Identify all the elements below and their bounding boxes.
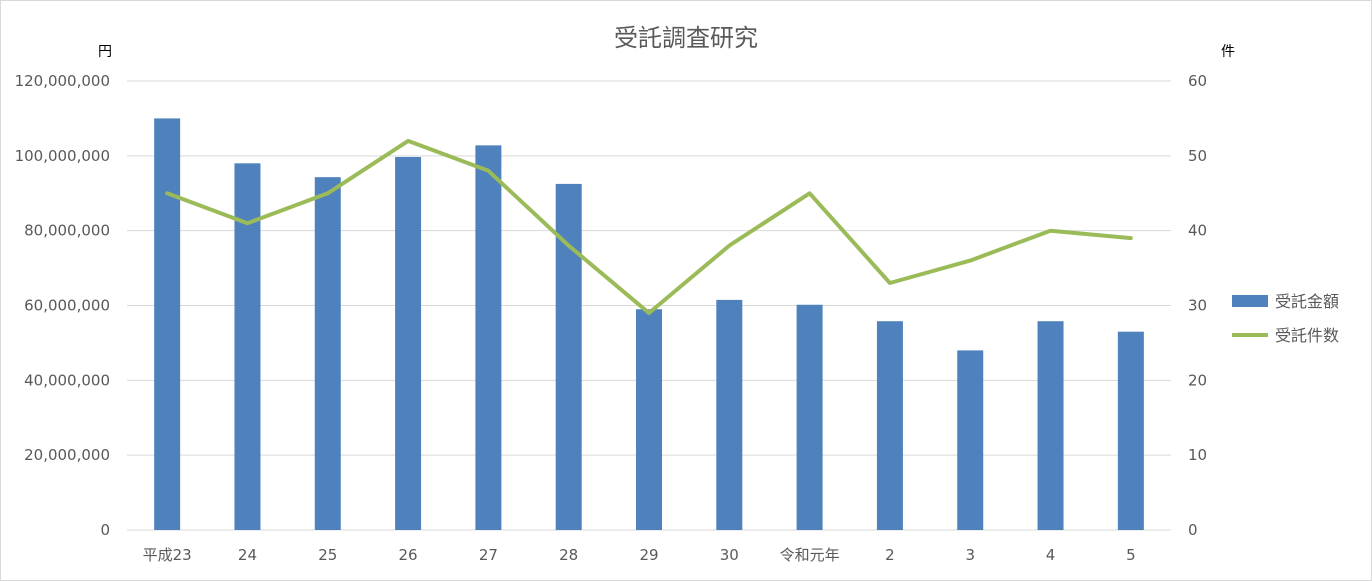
- x-axis-tick-label: 30: [720, 546, 739, 564]
- bar-amount: [395, 156, 422, 531]
- bar-amount: [957, 350, 984, 530]
- right-axis-unit-label: 件: [1221, 44, 1235, 60]
- line-series-count: [165, 138, 1133, 315]
- bar-amount: [314, 177, 341, 530]
- x-axis-tick-label: 平成23: [143, 546, 192, 564]
- left-axis-unit-label: 円: [98, 44, 112, 60]
- right-axis-tick-label: 30: [1188, 297, 1207, 315]
- left-axis-tick-label: 100,000,000: [15, 147, 110, 165]
- bar-amount: [876, 321, 903, 530]
- x-axis-tick-label: 29: [639, 546, 658, 564]
- bar-amount: [716, 299, 743, 530]
- x-axis-tick-label: 2: [885, 546, 895, 564]
- x-axis-tick-label: 25: [318, 546, 337, 564]
- x-axis-tick-label: 3: [965, 546, 975, 564]
- legend-label-count: 受託件数: [1275, 326, 1339, 345]
- right-axis-tick-label: 60: [1188, 72, 1207, 90]
- bar-amount: [636, 309, 662, 530]
- x-axis-tick-label: 27: [479, 546, 498, 564]
- x-axis-tick-label: 24: [238, 546, 257, 564]
- legend-swatch-amount: [1232, 295, 1268, 307]
- legend-label-amount: 受託金額: [1275, 292, 1339, 311]
- left-axis-tick-label: 60,000,000: [24, 297, 110, 315]
- bar-amount: [475, 145, 502, 530]
- left-axis-tick-label: 120,000,000: [15, 72, 110, 90]
- x-axis-tick-label: 5: [1126, 546, 1136, 564]
- x-axis-tick-label: 28: [559, 546, 578, 564]
- bar-amount: [555, 183, 582, 531]
- x-axis-tick-label: 令和元年: [780, 546, 840, 564]
- line-count: [165, 138, 1133, 315]
- bar-series-amount: [154, 118, 1144, 531]
- right-axis-tick-label: 0: [1188, 521, 1198, 539]
- left-axis-tick-label: 0: [100, 521, 110, 539]
- bar-amount: [1037, 321, 1064, 530]
- right-axis-tick-label: 20: [1188, 371, 1207, 389]
- axes: 0 20,000,000 40,000,000 60,000,000 80,000,00…: [15, 72, 1208, 564]
- right-axis-tick-label: 40: [1188, 222, 1207, 240]
- gridlines: [127, 80, 1171, 531]
- x-axis-tick-label: 4: [1046, 546, 1056, 564]
- x-axis-tick-label: 26: [399, 546, 418, 564]
- right-axis-tick-label: 50: [1188, 147, 1207, 165]
- bar-amount: [796, 304, 823, 530]
- right-axis-tick-label: 10: [1188, 446, 1207, 464]
- bar-amount: [154, 118, 181, 531]
- left-axis-tick-label: 40,000,000: [24, 371, 110, 389]
- left-axis-tick-label: 80,000,000: [24, 222, 110, 240]
- bar-amount: [1117, 331, 1144, 530]
- chart-title: 受託調査研究: [614, 24, 758, 52]
- left-axis-tick-label: 20,000,000: [24, 446, 110, 464]
